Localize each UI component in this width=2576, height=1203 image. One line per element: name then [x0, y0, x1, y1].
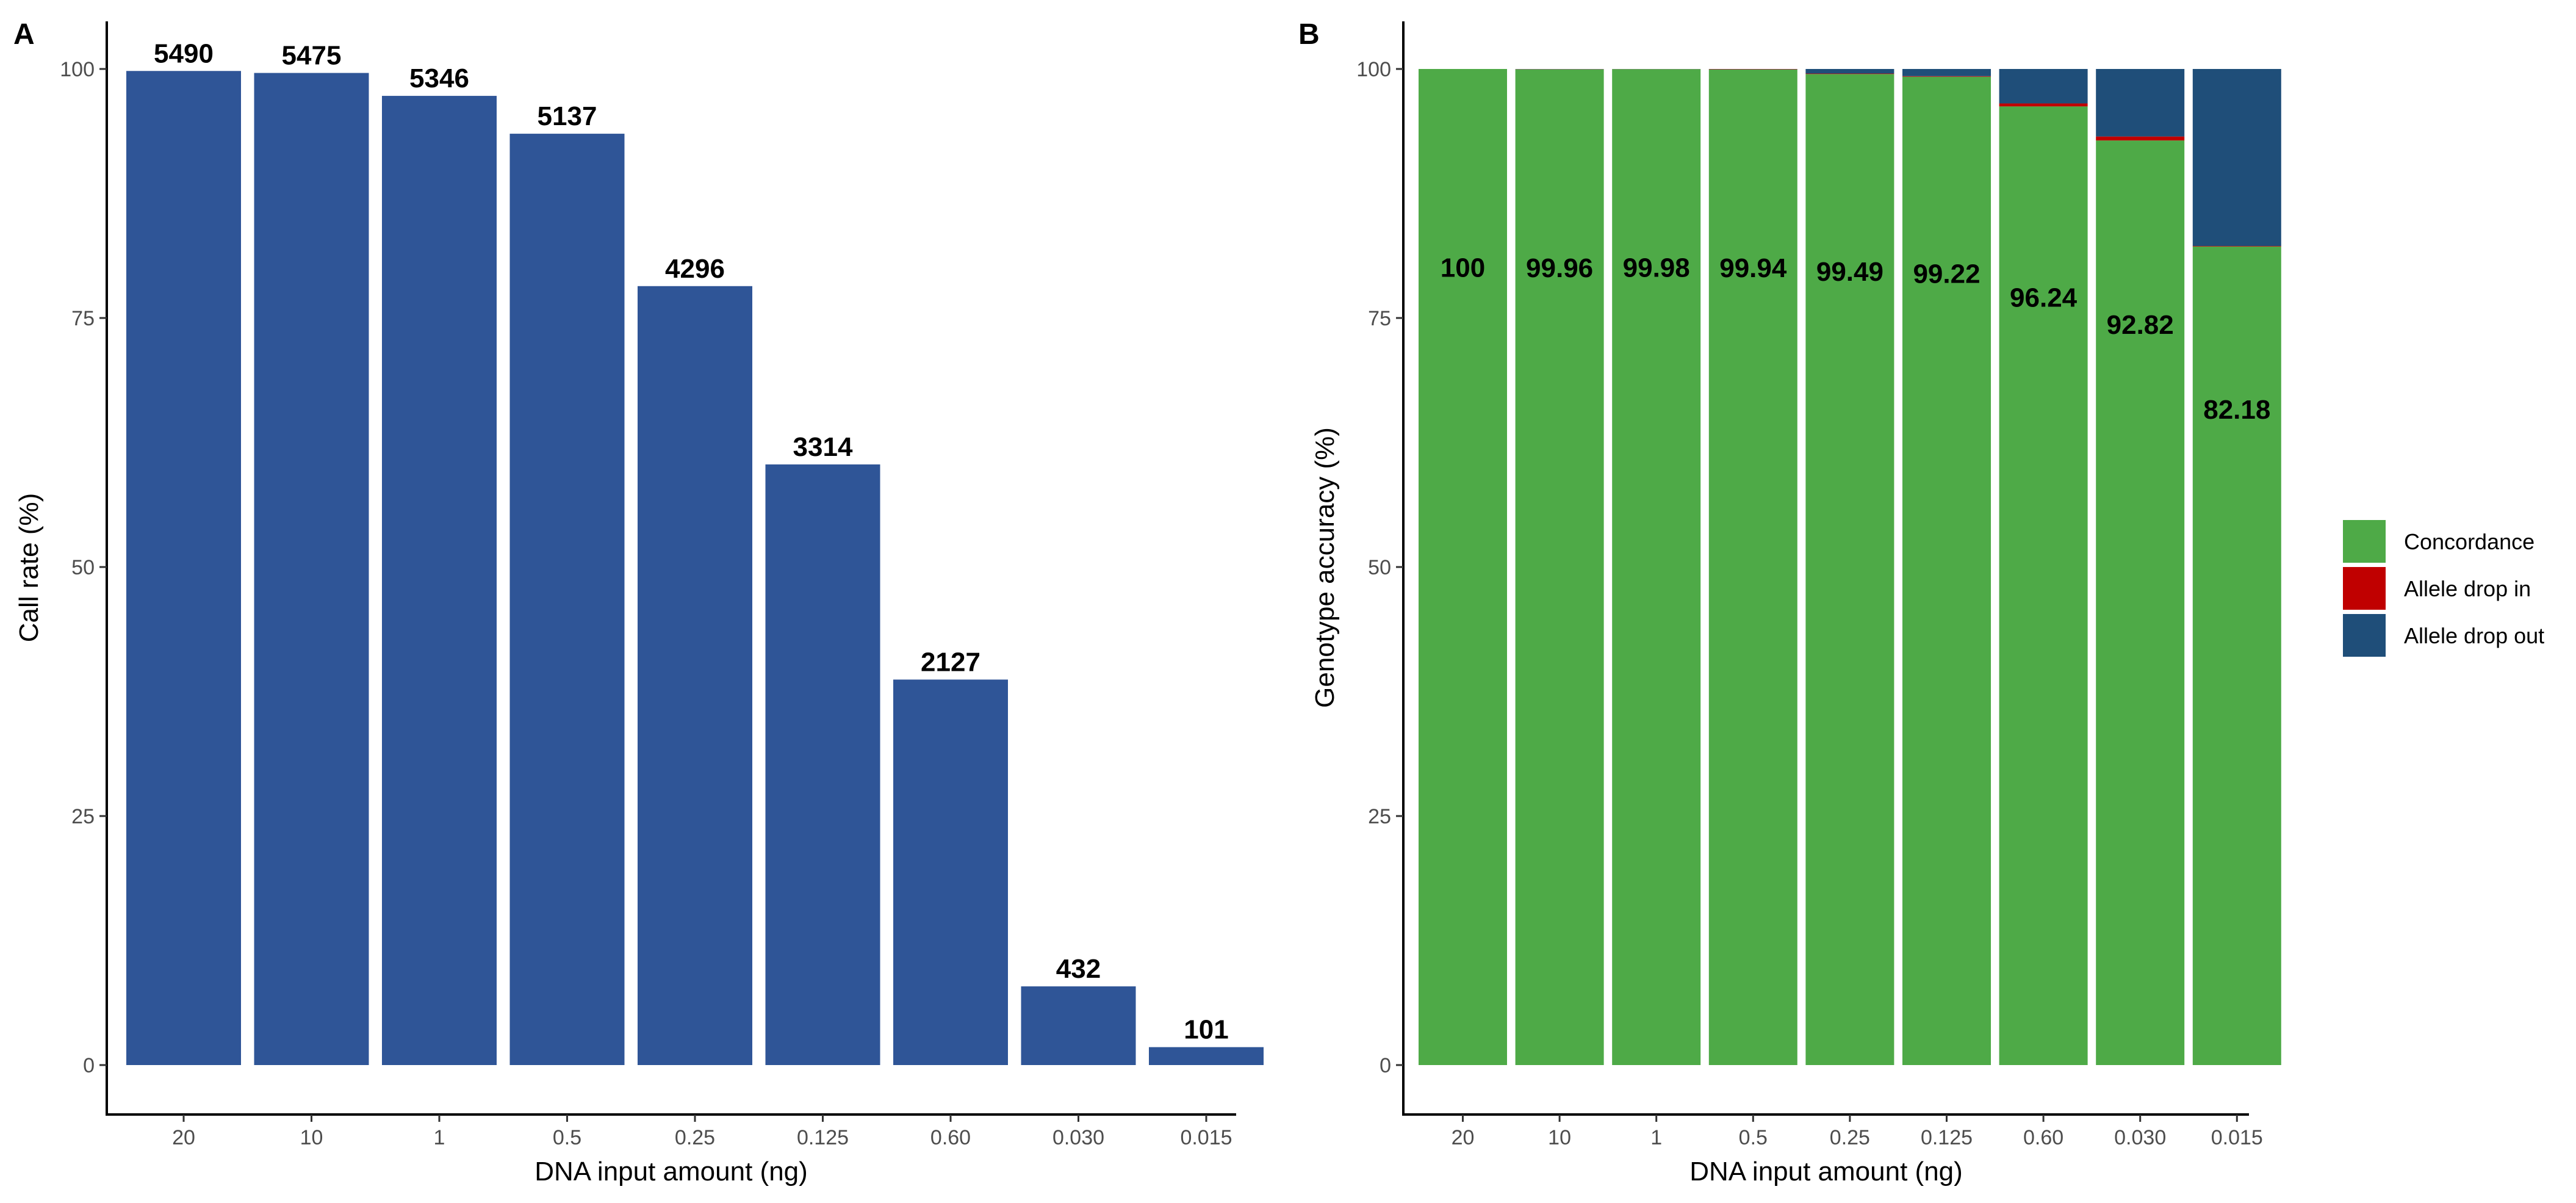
- panel-b-bar-label-0-25: 99.49: [1816, 257, 1883, 287]
- panel-a-x-tick-label-10: 10: [300, 1126, 323, 1149]
- panel-b-segment-alleledropin-0-030: [2096, 136, 2185, 141]
- panel-a-bar-0-5: [509, 134, 625, 1066]
- panel-b-bar-label-0-015: 82.18: [2203, 395, 2270, 425]
- panel-b-y-tick-label-0: 0: [1380, 1054, 1391, 1077]
- panel-b-segment-concordance-20: [1419, 69, 1507, 1065]
- panel-b-segment-alleledropin-0-015: [2192, 246, 2281, 247]
- panel-a-y-axis-title: Call rate (%): [14, 493, 44, 643]
- panel-b-segment-concordance-0-125: [1902, 76, 1991, 1065]
- panel-b-y-tick-label-100: 100: [1356, 58, 1391, 81]
- panel-a-x-tick-label-1: 1: [434, 1126, 445, 1149]
- panel-a-y-tick-label-50: 50: [71, 556, 95, 579]
- panel-b-segment-alleledropout-0-030: [2096, 69, 2185, 137]
- panel-b-segment-concordance-1: [1612, 69, 1701, 1065]
- panel-b-x-tick-label-0-125: 0.125: [1921, 1126, 1973, 1149]
- panel-a-bar-0-60: [893, 679, 1008, 1065]
- panel-b-segment-alleledropin-0-5: [1708, 69, 1797, 70]
- legend-swatch-concordance: [2343, 520, 2386, 563]
- legend-swatch-allele-drop-out: [2343, 614, 2386, 657]
- panel-a-bar-1: [382, 96, 497, 1066]
- panel-b-y-tick-label-75: 75: [1368, 307, 1391, 330]
- panel-b-x-tick-label-0-25: 0.25: [1830, 1126, 1870, 1149]
- panel-b-bar-label-20: 100: [1441, 253, 1485, 283]
- panel-b-bar-label-1: 99.98: [1623, 253, 1690, 283]
- panel-a-x-axis-title: DNA input amount (ng): [534, 1157, 808, 1187]
- panel-b-y-ticks: 0 25 50 75 100: [1356, 58, 1403, 1077]
- panel-b-segment-alleledropin-0-125: [1902, 76, 1991, 77]
- panel-b-x-tick-label-10: 10: [1548, 1126, 1571, 1149]
- panel-b-bar-labels: 100 99.96 99.98 99.94 99.49 99.22 96.24 92.82 82…: [1441, 253, 2271, 425]
- panel-b-segment-alleledropout-0-25: [1805, 69, 1894, 74]
- panel-b-x-tick-label-1: 1: [1650, 1126, 1662, 1149]
- panel-a-x-ticks: 20 10 1 0.5 0.25 0.125 0.60 0.030 0.015: [172, 1114, 1232, 1149]
- panel-a-bar-label-20: 5490: [154, 38, 214, 68]
- panel-a-bar-0-030: [1021, 986, 1136, 1065]
- panel-b-x-tick-label-0-030: 0.030: [2114, 1126, 2166, 1149]
- panel-a-bar-label-10: 5475: [282, 41, 342, 71]
- panel-a-bar-label-0-25: 4296: [665, 254, 725, 284]
- panel-b-segment-concordance-0-25: [1805, 74, 1894, 1065]
- panel-b-x-tick-label-0-015: 0.015: [2211, 1126, 2263, 1149]
- panel-a-bar-label-0-5: 5137: [538, 101, 597, 131]
- panel-a-bars: [126, 71, 1264, 1066]
- panel-b-bar-label-10: 99.96: [1526, 253, 1593, 283]
- panel-b-x-axis-title: DNA input amount (ng): [1689, 1157, 1963, 1187]
- panel-b-y-axis-title: Genotype accuracy (%): [1310, 427, 1340, 708]
- panel-b-bar-label-0-60: 96.24: [2010, 283, 2078, 312]
- panel-a-bar-10: [254, 73, 369, 1066]
- panel-a-y-tick-label-0: 0: [83, 1054, 95, 1077]
- legend-label-allele-drop-out: Allele drop out: [2404, 623, 2544, 648]
- panel-b-bars: [1419, 69, 2281, 1066]
- panel-b-bar-label-0-125: 99.22: [1913, 259, 1980, 289]
- panel-a-bar-label-0-015: 101: [1184, 1015, 1228, 1045]
- panel-a-bar-0-25: [638, 286, 752, 1065]
- panel-a-bar-0-125: [765, 464, 880, 1065]
- panel-a-bar-20: [126, 71, 241, 1065]
- panel-b-segment-alleledropout-0-125: [1902, 69, 1991, 76]
- panel-a-x-tick-label-0-60: 0.60: [930, 1126, 971, 1149]
- panel-b-segment-concordance-0-5: [1708, 69, 1797, 1065]
- panel-b-x-tick-label-20: 20: [1452, 1126, 1475, 1149]
- panel-a-x-tick-label-20: 20: [172, 1126, 195, 1149]
- panel-letter-a: A: [13, 18, 35, 51]
- legend-swatch-allele-drop-in: [2343, 567, 2386, 610]
- panel-a-bar-label-0-030: 432: [1056, 954, 1101, 984]
- panel-b-x-ticks: 20 10 1 0.5 0.25 0.125 0.60 0.030 0.015: [1452, 1114, 2263, 1149]
- panel-a-y-tick-label-100: 100: [60, 58, 95, 81]
- panel-b-y-tick-label-25: 25: [1368, 805, 1391, 828]
- panel-a-y-tick-label-25: 25: [71, 805, 95, 828]
- legend-label-allele-drop-in: Allele drop in: [2404, 576, 2531, 601]
- panel-a-bar-label-0-125: 3314: [793, 432, 853, 462]
- panel-a-x-tick-label-0-015: 0.015: [1180, 1126, 1232, 1149]
- panel-b-bar-label-0-030: 92.82: [2107, 310, 2174, 340]
- panel-b-segment-alleledropin-0-60: [1999, 103, 2088, 107]
- panel-a-bar-labels: 5490 5475 5346 5137 4296 3314 2127 432 101: [154, 38, 1229, 1044]
- panel-b-segment-concordance-10: [1515, 69, 1604, 1065]
- panel-a-x-tick-label-0-030: 0.030: [1052, 1126, 1104, 1149]
- panel-b-x-tick-label-0-60: 0.60: [2023, 1126, 2063, 1149]
- panel-b-y-tick-label-50: 50: [1368, 556, 1391, 579]
- panel-letter-b: B: [1298, 18, 1320, 51]
- panel-b-bar-label-0-5: 99.94: [1719, 253, 1787, 283]
- panel-b-segment-alleledropout-0-60: [1999, 69, 2088, 104]
- panel-b-segment-concordance-0-60: [1999, 106, 2088, 1066]
- panel-b-segment-concordance-0-030: [2096, 140, 2185, 1065]
- panel-b-legend: Concordance Allele drop in Allele drop o…: [2343, 520, 2544, 657]
- panel-a-bar-0-015: [1149, 1047, 1264, 1065]
- legend-label-concordance: Concordance: [2404, 529, 2535, 554]
- panel-b-segment-concordance-0-015: [2192, 246, 2281, 1065]
- panel-a-bar-label-0-60: 2127: [921, 647, 980, 677]
- panel-a-y-tick-label-75: 75: [71, 307, 95, 330]
- panel-a-x-tick-label-0-5: 0.5: [553, 1126, 581, 1149]
- panel-b-segment-alleledropout-0-015: [2192, 69, 2281, 247]
- panel-a-x-tick-label-0-125: 0.125: [797, 1126, 849, 1149]
- panel-b-genotype-accuracy-chart: 100 99.96 99.98 99.94 99.49 99.2296.2492.8282…: [1310, 21, 2544, 1187]
- panel-a-x-tick-label-0-25: 0.25: [675, 1126, 715, 1149]
- panel-a-bar-label-1: 5346: [409, 63, 469, 93]
- panel-b-x-tick-label-0-5: 0.5: [1739, 1126, 1768, 1149]
- panel-a-y-ticks: 0 25 50 75 100: [60, 58, 107, 1077]
